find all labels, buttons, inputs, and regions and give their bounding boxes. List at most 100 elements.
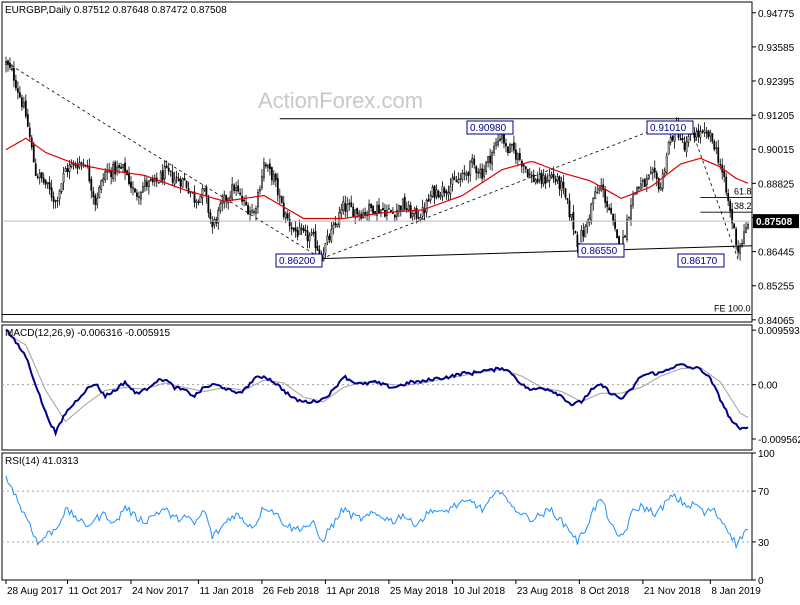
candle-body bbox=[376, 205, 378, 216]
current-price-tag bbox=[753, 214, 799, 229]
candle-body bbox=[26, 114, 29, 127]
candle-body bbox=[421, 206, 424, 217]
candle-body bbox=[149, 178, 152, 181]
candle-body bbox=[741, 243, 743, 246]
candle-body bbox=[173, 178, 176, 185]
candle-body bbox=[17, 88, 19, 93]
candle-body bbox=[316, 246, 319, 251]
candle-body bbox=[255, 208, 257, 214]
candle-body bbox=[94, 195, 97, 205]
candle-body bbox=[435, 189, 438, 197]
candle-body bbox=[44, 180, 47, 185]
candle-body bbox=[243, 199, 245, 202]
candle-body bbox=[439, 195, 442, 198]
candle-body bbox=[350, 202, 353, 208]
candle-body bbox=[737, 245, 739, 253]
candle-body bbox=[46, 181, 49, 185]
level-box bbox=[275, 253, 323, 268]
candle-body bbox=[171, 171, 174, 183]
candle-body bbox=[130, 181, 132, 188]
candle-body bbox=[292, 227, 295, 231]
candle-body bbox=[409, 205, 412, 219]
candle-body bbox=[290, 227, 293, 230]
candle-body bbox=[382, 207, 384, 211]
candle-body bbox=[257, 191, 259, 208]
level-box-label: 0.86550 bbox=[581, 246, 618, 257]
candle-body bbox=[294, 227, 297, 232]
candle-body bbox=[733, 223, 736, 229]
candle-body bbox=[558, 176, 561, 190]
candle-body bbox=[455, 180, 458, 183]
candle-body bbox=[709, 132, 712, 137]
candle-body bbox=[374, 211, 376, 214]
candle-body bbox=[56, 199, 59, 202]
candle-body bbox=[485, 162, 488, 172]
candle-body bbox=[346, 204, 349, 212]
candle-body bbox=[90, 178, 93, 191]
candle-body bbox=[157, 181, 160, 184]
panel-frames bbox=[1, 1, 753, 581]
candle-body bbox=[707, 130, 710, 138]
candle-body bbox=[118, 164, 120, 168]
candle-body bbox=[36, 176, 39, 178]
candle-body bbox=[34, 163, 37, 177]
level-box-label: 0.86200 bbox=[279, 256, 316, 267]
candle-body bbox=[140, 192, 142, 199]
candle-body bbox=[328, 235, 331, 240]
current-price-label: 0.87508 bbox=[756, 217, 793, 228]
candle-body bbox=[310, 232, 313, 236]
rsi-y-tick-label: 0 bbox=[758, 576, 764, 587]
candle-body bbox=[300, 228, 303, 230]
candle-body bbox=[467, 172, 470, 176]
candle-body bbox=[128, 172, 130, 184]
candle-body bbox=[614, 219, 616, 229]
x-axis-tick-label: 23 Aug 2018 bbox=[517, 586, 574, 597]
candle-body bbox=[503, 133, 505, 144]
price-y-tick-label: 0.91205 bbox=[758, 111, 795, 122]
candle-body bbox=[463, 172, 466, 175]
candle-body bbox=[725, 176, 728, 193]
candle-body bbox=[354, 209, 357, 218]
candle-body bbox=[612, 214, 615, 222]
candle-body bbox=[671, 135, 674, 141]
candle-body bbox=[667, 142, 670, 155]
candle-body bbox=[526, 169, 529, 178]
candle-body bbox=[308, 235, 311, 242]
candle-body bbox=[282, 202, 285, 217]
candle-body bbox=[636, 187, 638, 194]
candle-body bbox=[639, 183, 642, 190]
candle-body bbox=[268, 163, 271, 169]
price-y-tick-label: 0.90015 bbox=[758, 145, 795, 156]
candle-body bbox=[296, 230, 299, 237]
candle-body bbox=[233, 184, 236, 191]
candle-body bbox=[235, 187, 238, 191]
candle-body bbox=[717, 147, 720, 163]
candle-body bbox=[28, 127, 31, 138]
candle-body bbox=[370, 203, 372, 208]
candle-body bbox=[245, 201, 247, 206]
candle-body bbox=[397, 204, 400, 212]
candle-body bbox=[534, 179, 537, 184]
candle-body bbox=[368, 204, 370, 215]
candle-body bbox=[590, 203, 593, 221]
price-panel: FE 100.0 61.8 38.2 0.90980 0.91010 0.86200 0.8… bbox=[2, 56, 753, 316]
candle-body bbox=[169, 170, 172, 172]
candle-body bbox=[380, 209, 382, 213]
macd-panel bbox=[2, 329, 752, 437]
candle-body bbox=[217, 209, 220, 224]
candle-body bbox=[653, 167, 656, 173]
x-axis-tick-label: 21 Nov 2018 bbox=[644, 586, 701, 597]
candle-body bbox=[52, 196, 55, 203]
candle-body bbox=[15, 80, 17, 89]
candle-body bbox=[122, 164, 124, 168]
candle-body bbox=[499, 138, 501, 141]
price-y-tick-label: 0.92395 bbox=[758, 77, 795, 88]
macd-y-tick-label: -0.009562 bbox=[758, 435, 800, 446]
candle-body bbox=[524, 166, 527, 170]
candle-body bbox=[735, 228, 738, 245]
candle-body bbox=[743, 231, 745, 245]
rsi-panel bbox=[2, 475, 752, 550]
candle-body bbox=[332, 224, 335, 229]
candle-body bbox=[165, 165, 168, 168]
candle-body bbox=[403, 196, 406, 210]
